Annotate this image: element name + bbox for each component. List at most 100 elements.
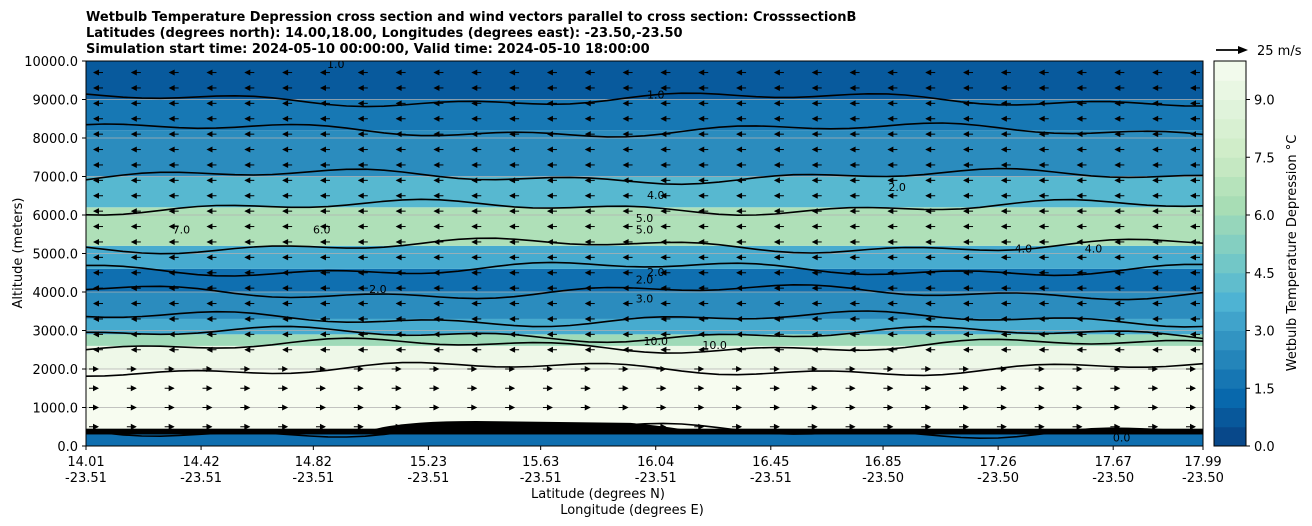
wind-vector-icon — [811, 177, 822, 184]
terrain-ridge — [363, 420, 701, 433]
wind-vector-icon — [509, 69, 520, 76]
wind-vector-icon — [622, 331, 633, 338]
colorbar-band — [1214, 118, 1246, 139]
wind-vector-icon — [509, 269, 520, 276]
wind-vector-icon — [130, 223, 141, 230]
wind-vector-icon — [168, 115, 179, 122]
wind-vector-icon — [206, 131, 217, 138]
wind-vector-icon — [244, 254, 255, 261]
wind-vector-icon — [1190, 315, 1200, 322]
wind-vector-icon — [542, 385, 553, 392]
wind-vector-icon — [282, 269, 293, 276]
wind-vector-icon — [433, 254, 444, 261]
x-tick-label-lon: -23.51 — [407, 471, 449, 486]
wind-vector-icon — [736, 300, 747, 307]
wind-vector-icon — [925, 146, 936, 153]
wind-vector-icon — [130, 161, 141, 168]
wind-vector-icon — [278, 366, 289, 372]
wind-vector-icon — [206, 300, 217, 307]
wind-vector-icon — [1000, 131, 1011, 138]
contour-label: 4.0 — [647, 189, 665, 202]
wind-vector-icon — [769, 385, 780, 392]
wind-vector-icon — [505, 385, 516, 392]
wind-vector-icon — [546, 146, 557, 153]
wind-vector-icon — [887, 115, 898, 122]
wind-vector-icon — [395, 331, 406, 338]
wind-vector-icon — [240, 366, 251, 372]
wind-vector-icon — [240, 404, 251, 411]
x-tick-label-lat: 14.01 — [67, 455, 104, 470]
wind-vector-icon — [736, 69, 747, 76]
colorbar-band — [1214, 311, 1246, 331]
wind-vector-icon — [509, 115, 520, 122]
wind-vector-icon — [769, 366, 780, 372]
chart-title: Wetbulb Temperature Depression cross sec… — [86, 10, 856, 57]
wind-vector-icon — [546, 254, 557, 261]
wind-vector-icon — [622, 223, 633, 230]
wind-vector-icon — [849, 269, 860, 276]
wind-vector-icon — [618, 423, 629, 430]
colorbar-band — [1214, 426, 1246, 447]
wind-vector-icon — [278, 385, 289, 392]
wind-vector-icon — [1152, 331, 1163, 338]
wind-vector-icon — [546, 115, 557, 122]
wind-vector-icon — [395, 177, 406, 184]
wind-vector-icon — [1152, 269, 1163, 276]
colorbar-band — [1214, 349, 1246, 370]
wind-vector-icon — [887, 177, 898, 184]
wind-vector-icon — [93, 269, 103, 276]
y-tick-label: 1000.0 — [33, 402, 79, 417]
wind-vector-icon — [282, 115, 293, 122]
wind-vector-icon — [546, 300, 557, 307]
wind-vector-icon — [963, 115, 974, 122]
wind-vector-icon — [93, 192, 103, 199]
wind-vector-icon — [1152, 84, 1163, 91]
colorbar-tick-label: 0.0 — [1254, 440, 1275, 455]
wind-vector-icon — [546, 208, 557, 215]
wind-vector-icon — [1076, 177, 1087, 184]
wind-vector-icon — [887, 208, 898, 215]
y-axis-label: Altitude (meters) — [11, 198, 26, 309]
wind-vector-icon — [887, 346, 898, 353]
wind-vector-icon — [467, 423, 478, 430]
wind-vector-icon — [206, 285, 217, 292]
wind-vector-icon — [698, 300, 709, 307]
wind-vector-icon — [925, 346, 936, 353]
wind-vector-icon — [471, 254, 482, 261]
wind-vector-icon — [925, 208, 936, 215]
wind-vector-icon — [698, 331, 709, 338]
wind-vector-icon — [542, 423, 553, 430]
wind-vector-icon — [1114, 208, 1125, 215]
wind-vector-icon — [887, 161, 898, 168]
wind-vector-icon — [963, 346, 974, 353]
wind-vector-icon — [168, 238, 179, 245]
wind-vector-icon — [168, 177, 179, 184]
wind-vector-icon — [1190, 254, 1200, 261]
wind-vector-icon — [811, 285, 822, 292]
x-tick-label-lon: -23.51 — [635, 471, 677, 486]
wind-vector-icon — [1000, 69, 1011, 76]
colorbar-band — [1214, 80, 1246, 100]
wind-vector-icon — [395, 223, 406, 230]
wind-vector-icon — [471, 269, 482, 276]
x-tick-label-lat: 17.99 — [1184, 455, 1221, 470]
wind-vector-icon — [509, 285, 520, 292]
wind-vector-icon — [509, 177, 520, 184]
wind-vector-icon — [811, 69, 822, 76]
wind-vector-icon — [660, 177, 671, 184]
wind-vector-icon — [622, 254, 633, 261]
wind-vector-icon — [357, 331, 368, 338]
wind-vector-icon — [849, 131, 860, 138]
wind-vector-icon — [282, 315, 293, 322]
wind-vector-icon — [622, 84, 633, 91]
contour-line — [86, 261, 1203, 277]
wind-vector-icon — [963, 161, 974, 168]
wind-vector-icon — [244, 269, 255, 276]
wind-vector-icon — [126, 366, 137, 372]
wind-vector-icon — [1038, 69, 1049, 76]
wind-key-arrowhead-icon — [1238, 46, 1248, 54]
wind-vector-icon — [244, 285, 255, 292]
x-tick-label-lat: 15.63 — [522, 455, 559, 470]
wind-vector-icon — [164, 385, 175, 392]
wind-vector-icon — [618, 366, 629, 372]
